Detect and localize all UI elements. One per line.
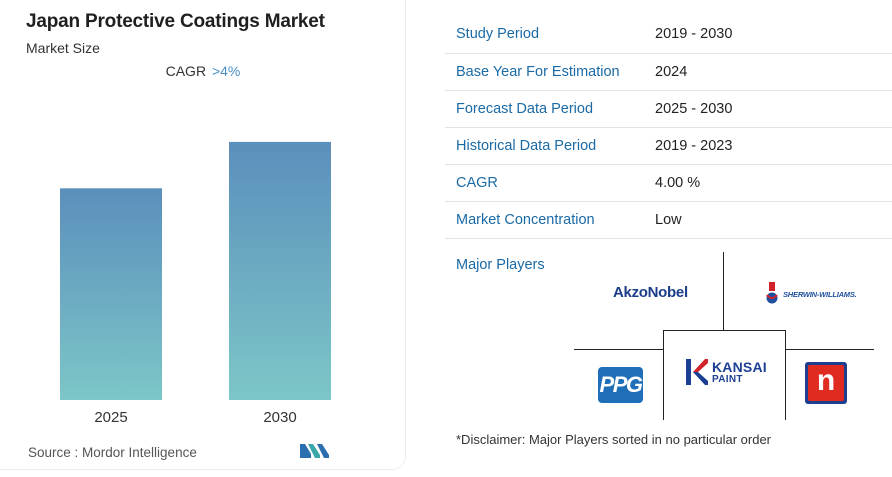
grid-divider bbox=[574, 349, 663, 350]
nippon-n-mark: n bbox=[808, 365, 844, 401]
kansai-wordmark: KANSAI bbox=[712, 359, 767, 375]
table-row: Study Period 2019 - 2030 bbox=[445, 16, 892, 54]
table-row: Market Concentration Low bbox=[445, 201, 892, 239]
chart-title: Japan Protective Coatings Market bbox=[26, 11, 325, 32]
mordor-intelligence-logo bbox=[300, 444, 329, 458]
row-key-historical-period: Historical Data Period bbox=[445, 127, 655, 165]
row-key-market-concentration: Market Concentration bbox=[445, 201, 655, 239]
grid-divider bbox=[785, 330, 786, 420]
sherwin-williams-logo: Sherwin-Williams. bbox=[766, 282, 866, 308]
major-players-label: Major Players bbox=[456, 257, 545, 273]
ppg-logo: PPG bbox=[598, 367, 643, 403]
row-value-historical-period: 2019 - 2023 bbox=[655, 127, 892, 165]
cagr-indicator: CAGR >4% bbox=[0, 63, 406, 79]
market-size-bar-chart: 2025 2030 bbox=[60, 141, 331, 426]
paint-globe-icon bbox=[766, 282, 778, 304]
grid-divider bbox=[663, 330, 785, 331]
kansai-k-mark-icon bbox=[686, 359, 708, 385]
bar-2025 bbox=[60, 188, 162, 400]
row-value-market-concentration: Low bbox=[655, 201, 892, 239]
disclaimer-text: *Disclaimer: Major Players sorted in no … bbox=[456, 432, 772, 447]
row-key-base-year: Base Year For Estimation bbox=[445, 53, 655, 91]
row-key-cagr: CAGR bbox=[445, 164, 655, 202]
nippon-paint-logo: n bbox=[805, 362, 847, 404]
table-row: Forecast Data Period 2025 - 2030 bbox=[445, 90, 892, 128]
x-tick-label-2025: 2025 bbox=[94, 409, 127, 426]
market-size-card: Japan Protective Coatings Market Market … bbox=[0, 0, 406, 470]
table-row: Historical Data Period 2019 - 2023 bbox=[445, 127, 892, 165]
row-value-cagr: 4.00 % bbox=[655, 164, 892, 202]
grid-divider bbox=[723, 252, 724, 330]
row-key-forecast-period: Forecast Data Period bbox=[445, 90, 655, 128]
cagr-label: CAGR bbox=[165, 63, 207, 79]
row-value-forecast-period: 2025 - 2030 bbox=[655, 90, 892, 128]
kansai-paint-logo: KANSAI PAINT bbox=[686, 358, 776, 388]
chart-subtitle: Market Size bbox=[26, 40, 100, 56]
bar-2030 bbox=[229, 141, 331, 400]
grid-divider bbox=[785, 349, 874, 350]
x-tick-label-2030: 2030 bbox=[263, 409, 296, 426]
market-info-table: Study Period 2019 - 2030 Base Year For E… bbox=[445, 16, 892, 239]
sherwin-williams-wordmark: Sherwin-Williams. bbox=[783, 290, 857, 299]
source-text: Source : Mordor Intelligence bbox=[28, 445, 197, 460]
akzonobel-logo: AkzoNobel bbox=[613, 284, 688, 301]
row-key-study-period: Study Period bbox=[445, 16, 655, 54]
row-value-base-year: 2024 bbox=[655, 53, 892, 91]
table-row: CAGR 4.00 % bbox=[445, 164, 892, 202]
grid-divider bbox=[663, 330, 664, 420]
kansai-paint-wordmark: PAINT bbox=[712, 374, 743, 385]
table-row: Base Year For Estimation 2024 bbox=[445, 53, 892, 91]
row-value-study-period: 2019 - 2030 bbox=[655, 16, 892, 54]
cagr-value: >4% bbox=[211, 63, 241, 79]
